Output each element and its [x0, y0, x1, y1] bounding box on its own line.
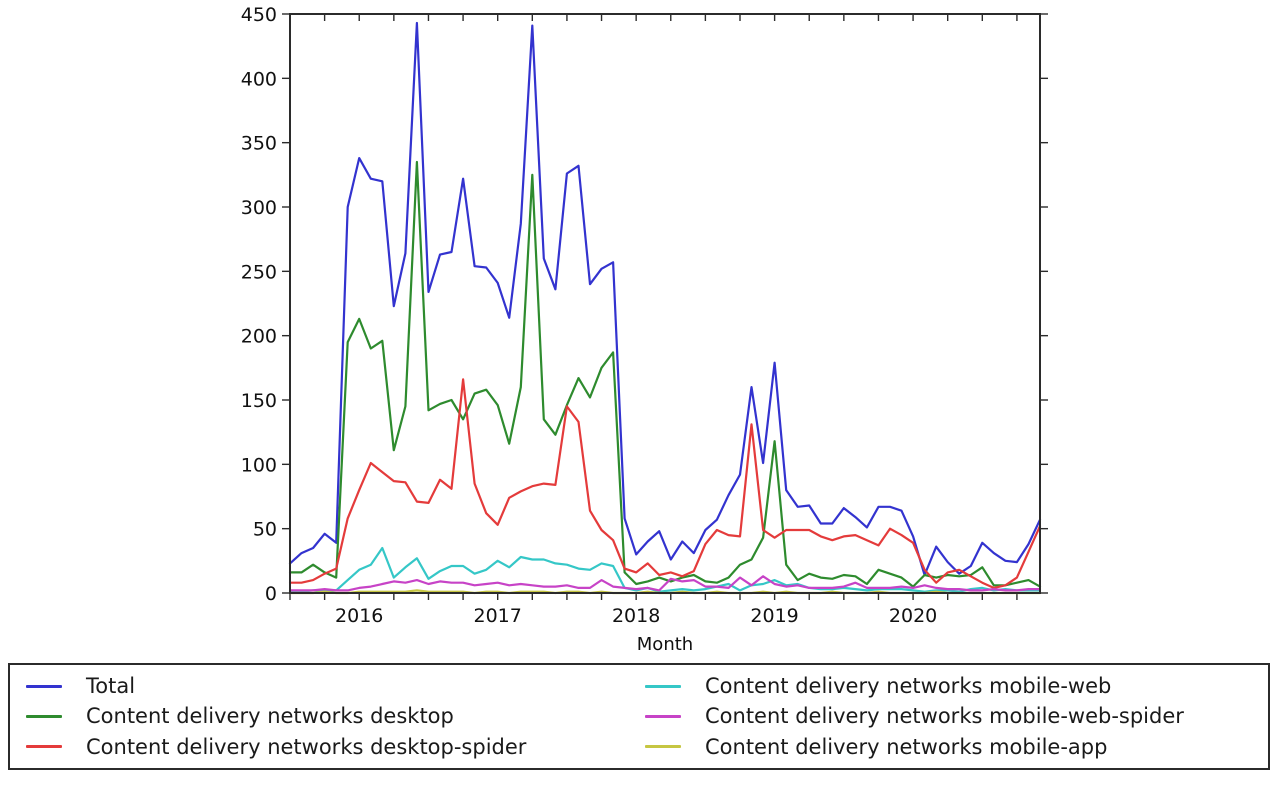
legend-line-swatch-desktop-spider	[26, 745, 62, 749]
y-tick-label: 350	[241, 133, 277, 155]
y-tick-label: 100	[241, 454, 277, 476]
series-line-content-delivery-networks-desktop	[288, 160, 1042, 588]
series-line-content-delivery-networks-mobile-web	[288, 546, 1042, 593]
legend-label: Content delivery networks mobile-app	[705, 734, 1108, 759]
y-tick-label: 200	[241, 326, 277, 348]
y-tick-label: 50	[253, 519, 277, 541]
legend-label: Content delivery networks mobile-web	[705, 674, 1112, 699]
x-tick-label: 2019	[750, 605, 798, 627]
legend-item-desktop-spider: Content delivery networks desktop-spider	[26, 735, 645, 759]
legend-item-mobile-app: Content delivery networks mobile-app	[645, 735, 1264, 759]
legend-item-desktop: Content delivery networks desktop	[26, 704, 645, 728]
y-tick-label: 0	[265, 583, 277, 605]
x-tick-label: 2016	[335, 605, 383, 627]
y-tick-label: 300	[241, 197, 277, 219]
legend-line-swatch-mobile-web-spider	[645, 714, 681, 718]
legend-label: Content delivery networks desktop-spider	[86, 734, 527, 759]
y-tick-label: 250	[241, 261, 277, 283]
x-tick-label: 2018	[612, 605, 660, 627]
legend-item-total: Total	[26, 674, 645, 698]
x-tick-label: 2017	[474, 605, 522, 627]
y-tick-label: 450	[241, 4, 277, 26]
x-axis-title: Month	[637, 634, 693, 655]
legend-line-swatch-total	[26, 684, 62, 688]
legend-line-swatch-mobile-web	[645, 684, 681, 688]
legend-label: Total	[86, 674, 136, 699]
line-chart-canvas: 0 50 100 150 200 250 300 350 400 450 2016 2017 2018 2…	[241, 4, 1048, 655]
legend-line-swatch-desktop	[26, 714, 62, 718]
legend-item-mobile-web-spider: Content delivery networks mobile-web-spi…	[645, 704, 1264, 728]
legend-label: Content delivery networks mobile-web-spi…	[705, 704, 1184, 729]
plot-area: 0 50 100 150 200 250 300 350 400 450 2016 2017 2018 2…	[241, 4, 1048, 627]
legend-item-mobile-web: Content delivery networks mobile-web	[645, 674, 1264, 698]
series-line-content-delivery-networks-desktop-spider	[288, 378, 1042, 590]
x-tick-label: 2020	[889, 605, 937, 627]
legend-box: Total Content delivery networks desktop …	[8, 663, 1270, 770]
plot-frame	[289, 13, 1041, 594]
legend-label: Content delivery networks desktop	[86, 704, 454, 729]
y-tick-label: 400	[241, 68, 277, 90]
series-line-total	[288, 21, 1042, 577]
legend-line-swatch-mobile-app	[645, 745, 681, 749]
series-line-content-delivery-networks-mobile-web-spider	[288, 575, 1042, 592]
y-tick-label: 150	[241, 390, 277, 412]
